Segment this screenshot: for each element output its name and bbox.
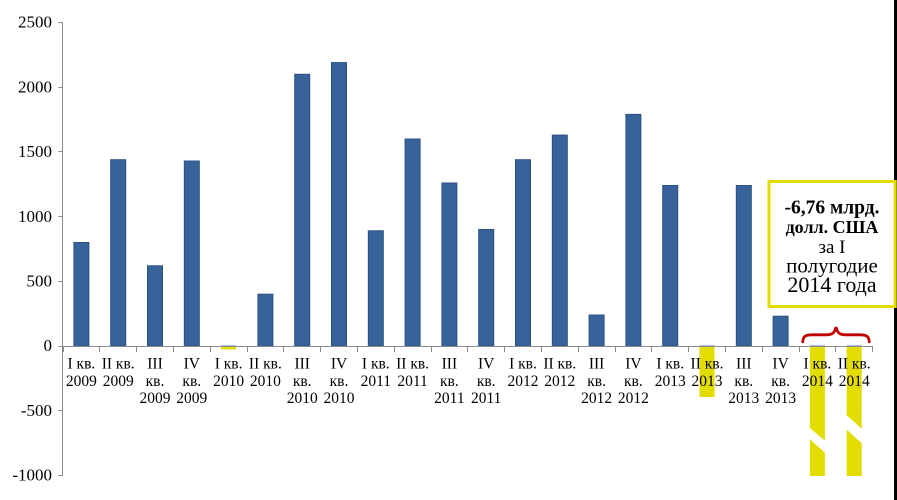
svg-text:I кв.: I кв.: [68, 356, 96, 373]
svg-text:2011: 2011: [434, 390, 464, 407]
svg-text:IV: IV: [625, 356, 642, 373]
svg-text:2012: 2012: [581, 390, 612, 407]
svg-text:кв.: кв.: [182, 373, 201, 390]
svg-text:2012: 2012: [508, 373, 539, 390]
svg-text:II кв.: II кв.: [102, 356, 135, 373]
svg-text:IV: IV: [331, 356, 348, 373]
svg-text:кв.: кв.: [477, 373, 496, 390]
svg-text:2009: 2009: [140, 390, 171, 407]
svg-text:долл. США: долл. США: [786, 217, 879, 237]
svg-text:2012: 2012: [618, 390, 649, 407]
svg-text:кв.: кв.: [440, 373, 459, 390]
svg-text:II кв.: II кв.: [838, 356, 871, 373]
svg-text:II кв.: II кв.: [543, 356, 576, 373]
svg-text:2000: 2000: [18, 77, 52, 96]
svg-text:полугодие: полугодие: [786, 253, 878, 277]
svg-text:I кв.: I кв.: [804, 356, 832, 373]
svg-text:2011: 2011: [471, 390, 501, 407]
svg-text:2009: 2009: [103, 373, 134, 390]
svg-text:кв.: кв.: [293, 373, 312, 390]
svg-text:III: III: [736, 356, 752, 373]
svg-text:IV: IV: [772, 356, 789, 373]
svg-text:II кв.: II кв.: [249, 356, 282, 373]
svg-text:2014 года: 2014 года: [787, 272, 877, 297]
svg-text:1500: 1500: [18, 142, 52, 161]
svg-text:I кв.: I кв.: [362, 356, 390, 373]
svg-text:III: III: [589, 356, 605, 373]
svg-text:1000: 1000: [18, 207, 52, 226]
svg-text:III: III: [147, 356, 163, 373]
svg-text:2013: 2013: [655, 373, 686, 390]
svg-text:2010: 2010: [213, 373, 244, 390]
svg-text:III: III: [294, 356, 310, 373]
svg-text:2500: 2500: [18, 13, 52, 32]
svg-text:III: III: [442, 356, 458, 373]
svg-text:-500: -500: [21, 401, 52, 420]
svg-text:кв.: кв.: [146, 373, 165, 390]
svg-text:за I: за I: [818, 237, 845, 258]
svg-text:кв.: кв.: [624, 373, 643, 390]
svg-text:2013: 2013: [728, 390, 759, 407]
svg-text:2009: 2009: [66, 373, 97, 390]
svg-text:2010: 2010: [324, 390, 355, 407]
svg-text:0: 0: [44, 336, 53, 355]
svg-text:I кв.: I кв.: [509, 356, 537, 373]
svg-text:кв.: кв.: [734, 373, 753, 390]
svg-text:2014: 2014: [802, 373, 833, 390]
svg-text:кв.: кв.: [330, 373, 349, 390]
svg-text:2013: 2013: [692, 373, 723, 390]
svg-text:2011: 2011: [361, 373, 391, 390]
svg-text:2012: 2012: [544, 373, 575, 390]
svg-text:2011: 2011: [397, 373, 427, 390]
svg-text:2010: 2010: [250, 373, 281, 390]
svg-text:-1000: -1000: [12, 466, 52, 485]
svg-text:I кв.: I кв.: [656, 356, 684, 373]
svg-text:500: 500: [27, 272, 53, 291]
svg-text:I кв.: I кв.: [215, 356, 243, 373]
svg-text:кв.: кв.: [587, 373, 606, 390]
svg-text:2009: 2009: [176, 390, 207, 407]
svg-text:-6,76 млрд.: -6,76 млрд.: [784, 198, 879, 219]
svg-text:2013: 2013: [765, 390, 796, 407]
svg-text:2010: 2010: [287, 390, 318, 407]
svg-text:II кв.: II кв.: [396, 356, 429, 373]
svg-text:кв.: кв.: [771, 373, 790, 390]
svg-text:II кв.: II кв.: [691, 356, 724, 373]
svg-text:2014: 2014: [839, 373, 870, 390]
svg-text:IV: IV: [478, 356, 495, 373]
svg-text:IV: IV: [184, 356, 201, 373]
